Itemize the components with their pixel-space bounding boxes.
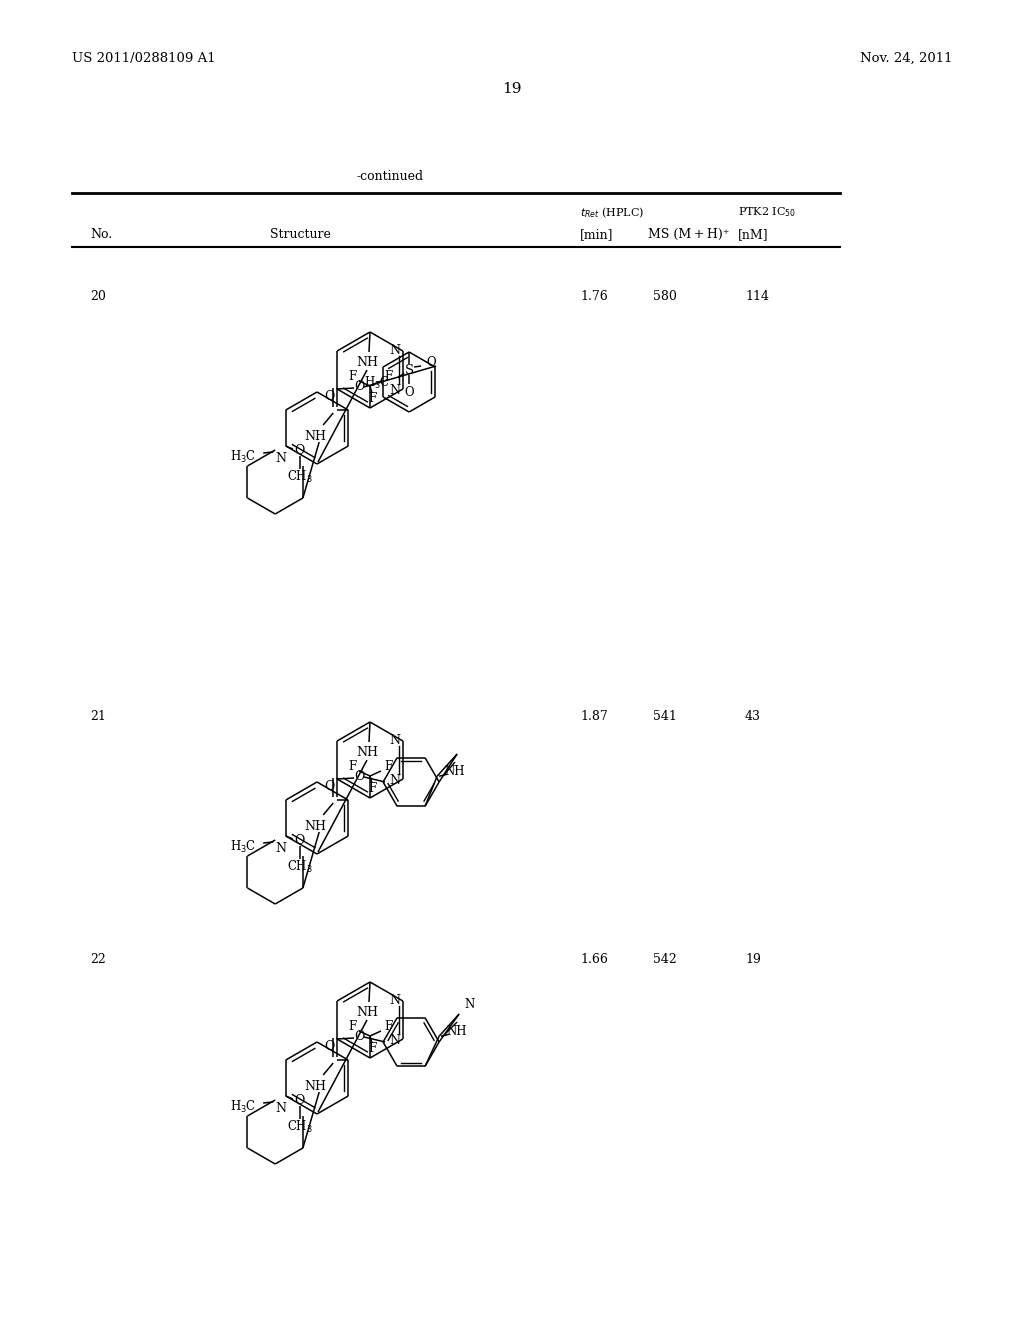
Text: 580: 580: [653, 290, 677, 304]
Text: [min]: [min]: [580, 228, 613, 242]
Text: 1.66: 1.66: [580, 953, 608, 966]
Text: F: F: [368, 1041, 376, 1055]
Text: O: O: [354, 1031, 365, 1044]
Text: 114: 114: [745, 290, 769, 304]
Text: F: F: [384, 759, 392, 772]
Text: N: N: [275, 451, 287, 465]
Text: N: N: [389, 734, 400, 747]
Text: No.: No.: [90, 228, 112, 242]
Text: 1.87: 1.87: [580, 710, 608, 723]
Text: N: N: [389, 774, 400, 787]
Text: NH: NH: [446, 1024, 467, 1038]
Text: F: F: [348, 1019, 356, 1032]
Text: F: F: [368, 781, 376, 795]
Text: O: O: [295, 1094, 305, 1107]
Text: NH: NH: [304, 429, 327, 442]
Text: S: S: [404, 363, 414, 376]
Text: O: O: [354, 771, 365, 784]
Text: N: N: [389, 345, 400, 358]
Text: H$_3$C: H$_3$C: [364, 375, 390, 391]
Text: H$_3$C: H$_3$C: [230, 449, 256, 465]
Text: CH$_3$: CH$_3$: [287, 1119, 312, 1135]
Text: O: O: [426, 356, 436, 370]
Text: H$_3$C: H$_3$C: [230, 1100, 256, 1115]
Text: -continued: -continued: [356, 170, 424, 183]
Text: NH: NH: [304, 1080, 327, 1093]
Text: NH: NH: [444, 764, 465, 777]
Text: O: O: [295, 834, 305, 847]
Text: 20: 20: [90, 290, 105, 304]
Text: 19: 19: [745, 953, 761, 966]
Text: H$_3$C: H$_3$C: [230, 840, 256, 855]
Text: N: N: [275, 1101, 287, 1114]
Text: MS (M + H)⁺: MS (M + H)⁺: [648, 228, 729, 242]
Text: Nov. 24, 2011: Nov. 24, 2011: [859, 51, 952, 65]
Text: N: N: [464, 998, 474, 1011]
Text: N: N: [389, 1034, 400, 1047]
Text: F: F: [384, 1019, 392, 1032]
Text: $t_{\it{Ret}}$ (HPLC): $t_{\it{Ret}}$ (HPLC): [580, 205, 644, 219]
Text: 22: 22: [90, 953, 105, 966]
Text: [nM]: [nM]: [738, 228, 769, 242]
Text: 19: 19: [502, 82, 522, 96]
Text: O: O: [324, 1040, 335, 1052]
Text: O: O: [324, 780, 335, 792]
Text: F: F: [348, 370, 356, 383]
Text: 43: 43: [745, 710, 761, 723]
Text: O: O: [404, 387, 414, 400]
Text: F: F: [384, 370, 392, 383]
Text: US 2011/0288109 A1: US 2011/0288109 A1: [72, 51, 216, 65]
Text: F: F: [348, 759, 356, 772]
Text: O: O: [295, 445, 305, 458]
Text: CH$_3$: CH$_3$: [287, 469, 312, 484]
Text: NH: NH: [356, 1006, 378, 1019]
Text: N: N: [389, 994, 400, 1007]
Text: 541: 541: [653, 710, 677, 723]
Text: 21: 21: [90, 710, 105, 723]
Text: N: N: [275, 842, 287, 854]
Text: Structure: Structure: [270, 228, 331, 242]
Text: PTK2 IC$_{50}$: PTK2 IC$_{50}$: [738, 205, 797, 219]
Text: NH: NH: [356, 356, 378, 370]
Text: 1.76: 1.76: [580, 290, 608, 304]
Text: NH: NH: [356, 747, 378, 759]
Text: F: F: [368, 392, 376, 404]
Text: N: N: [389, 384, 400, 396]
Text: NH: NH: [304, 820, 327, 833]
Text: O: O: [324, 389, 335, 403]
Text: 542: 542: [653, 953, 677, 966]
Text: O: O: [354, 380, 365, 393]
Text: CH$_3$: CH$_3$: [287, 859, 312, 875]
